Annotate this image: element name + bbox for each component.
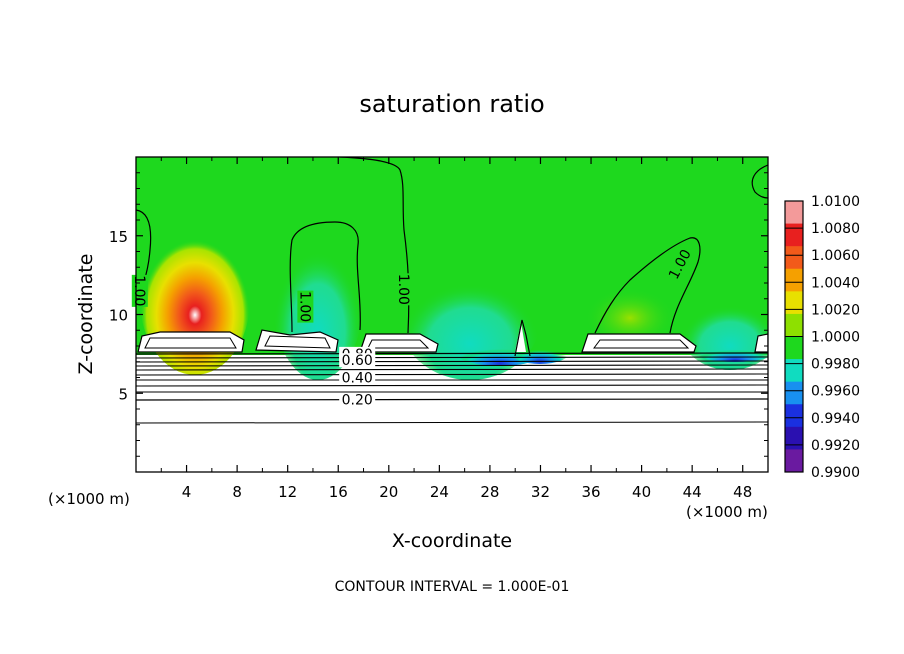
colorbar-segment [785,201,803,225]
colorbar-label: 1.0000 [811,330,860,346]
colorbar-segment [785,359,803,383]
colorbar-label: 0.9940 [811,411,860,427]
colorbar-segment [785,449,803,473]
colorbar-segment [785,381,803,405]
x-unit-label-left: (×1000 m) [48,490,130,508]
cloud-block-contour [367,339,430,349]
colorbar-segment [785,246,803,270]
contour-label-bg [395,273,412,306]
y-tick-label: 5 [118,385,128,403]
contour-interval-note: CONTOUR INTERVAL = 1.000E-01 [335,579,570,595]
x-tick-label: 36 [581,483,600,501]
x-tick-label: 16 [329,483,348,501]
y-axis-label: Z-coordinate [75,254,97,375]
contour-label-bg [339,370,376,385]
contour-line [136,373,768,376]
heatmap-field [136,157,768,472]
high-saturation-region-2 [585,288,675,348]
y-tick-label: 10 [109,307,128,325]
colorbar-segment [785,426,803,450]
x-axis: 4 8 12 16 20 24 28 32 36 40 44 48 [160,157,752,501]
x-tick-label: 44 [683,483,702,501]
colorbar-segment [785,268,803,292]
contour-label-bg [339,392,376,407]
contour-label: 1.00 [131,275,147,306]
x-tick-label: 48 [733,483,752,501]
x-tick-label: 28 [480,483,499,501]
colorbar-label: 0.9960 [811,384,860,400]
x-unit-label-right: (×1000 m) [686,503,768,521]
contour-label-bg [297,290,314,323]
contour-label: 0.20 [342,393,373,409]
colorbar-label: 1.0020 [811,302,860,318]
x-tick-label: 4 [182,483,192,501]
chart-title: saturation ratio [359,90,544,118]
cloud-block [581,333,697,353]
colorbar-segment [785,223,803,247]
y-axis: 5 10 15 [109,172,768,457]
x-tick-label: 24 [430,483,449,501]
cloud-block-contour [264,335,331,349]
cloud-block [754,333,768,353]
contour-line [136,391,768,393]
contour-label: 0.40 [342,371,373,387]
colorbar-segment [785,404,803,428]
colorbar-label: 1.0080 [811,221,860,237]
contour-label-bg [664,246,695,282]
contour-line [136,356,768,359]
cloud-block [137,331,245,353]
contour-line [136,360,768,363]
contour-line-1.00 [289,221,361,333]
colorbar-label: 0.9980 [811,357,860,373]
cloud-block-contour [144,337,237,349]
colorbar-segment [785,313,803,337]
contour-line [136,384,768,387]
contour-line [136,379,768,381]
contour-label-bg [339,353,376,368]
contour-label: 0.60 [342,353,373,369]
colorbar-label: 1.0040 [811,275,860,291]
x-tick-label: 32 [531,483,550,501]
colorbar: 1.0100 1.0080 1.0060 1.0040 1.0020 1.0000 0.99… [784,194,860,481]
contour-line-1.00 [751,164,768,199]
x-tick-label: 12 [278,483,297,501]
cloud-block-contour [593,339,690,349]
contour-line [136,364,768,367]
x-axis-label: X-coordinate [392,530,512,552]
x-tick-label: 8 [232,483,242,501]
contour-line [136,368,768,371]
contour-line [136,352,768,355]
contour-line-1.00 [594,237,701,334]
contour-line-0.20 [136,398,768,401]
colorbar-label: 1.0100 [811,194,860,210]
y-tick-label: 15 [109,228,128,246]
colorbar-label: 0.9920 [811,438,860,454]
x-tick-label: 20 [379,483,398,501]
contour-labels: 1.001.001.001.000.800.600.400.20 [131,246,695,409]
x-tick-label: 40 [632,483,651,501]
contour-label: 1.00 [296,291,312,322]
colorbar-segment [785,291,803,315]
colorbar-label: 1.0060 [811,248,860,264]
colorbar-segment [785,336,803,360]
spike-contour [514,319,531,357]
colorbar-label: 0.9900 [811,465,860,481]
contour-label: 1.00 [395,274,411,305]
